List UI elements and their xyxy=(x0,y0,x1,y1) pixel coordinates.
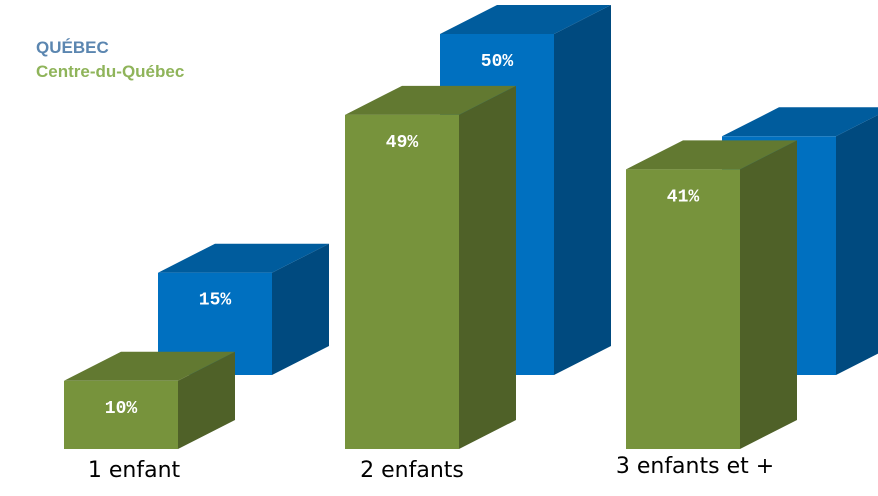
bar-centre-2-front xyxy=(345,114,459,449)
bar-centre-2-side xyxy=(459,85,516,449)
legend-quebec: QUÉBEC xyxy=(36,38,109,57)
bar-quebec-2-side xyxy=(554,5,611,375)
bar-quebec-1-label: 15% xyxy=(199,291,232,311)
bar-quebec-1-top xyxy=(158,243,329,273)
category-label-3: 3 enfants et + xyxy=(615,454,775,479)
bar-quebec-1: 15% xyxy=(158,243,329,375)
legend-centre-du-quebec: Centre-du-Québec xyxy=(36,62,185,81)
bar-centre-1-side xyxy=(178,351,235,449)
bar-quebec-2-top xyxy=(440,5,611,34)
bar-centre-1-label: 10% xyxy=(105,399,138,419)
bar-centre-3-label: 41% xyxy=(667,187,700,207)
bar-centre-3-front xyxy=(626,169,740,449)
bar-quebec-2-label: 50% xyxy=(481,52,514,72)
bar-centre-2: 49% xyxy=(345,85,516,449)
category-label-2: 2 enfants xyxy=(360,458,464,483)
bar-quebec-3-top xyxy=(722,107,878,137)
bar-centre-3-top xyxy=(626,140,797,170)
bar-quebec-3-side xyxy=(836,114,878,375)
bar-centre-3: 41% xyxy=(626,140,797,449)
bar-quebec-1-side xyxy=(272,243,329,375)
bar-centre-2-label: 49% xyxy=(386,133,419,153)
category-label-1: 1 enfant xyxy=(87,458,181,483)
bar-centre-3-side xyxy=(740,140,797,449)
bar-centre-1: 10% xyxy=(64,351,235,449)
bar-centre-2-top xyxy=(345,85,516,115)
bar-centre-1-top xyxy=(64,351,235,381)
bar-centre-1-front xyxy=(64,380,178,449)
